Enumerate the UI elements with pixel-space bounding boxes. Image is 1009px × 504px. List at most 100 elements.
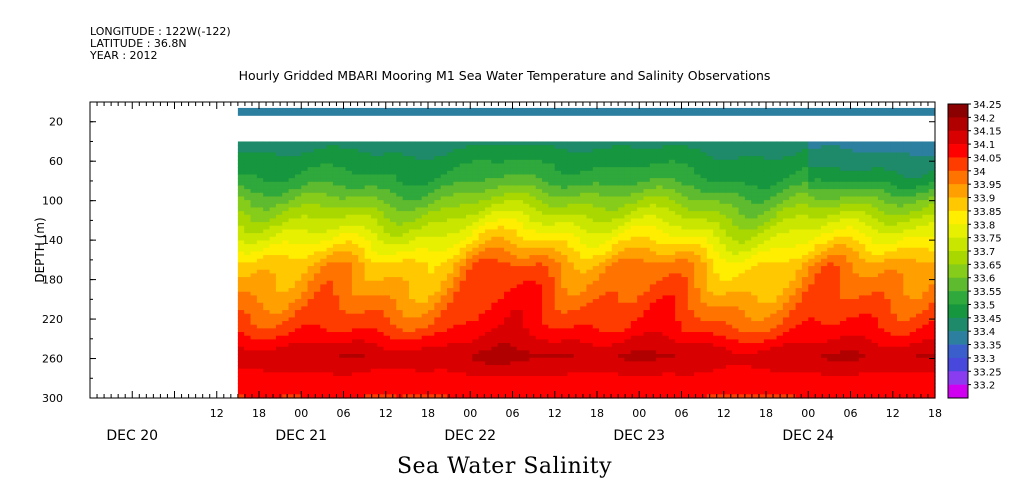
salinity-cell — [542, 277, 550, 282]
salinity-cell — [364, 178, 372, 183]
salinity-cell — [339, 229, 347, 234]
salinity-cell — [301, 240, 309, 245]
salinity-cell — [599, 350, 607, 355]
salinity-cell — [643, 244, 651, 249]
salinity-cell — [516, 346, 524, 351]
salinity-cell — [389, 321, 397, 326]
salinity-cell — [250, 214, 258, 220]
salinity-cell — [630, 181, 638, 187]
salinity-cell — [275, 145, 283, 150]
salinity-cell — [256, 167, 264, 172]
salinity-cell — [554, 145, 562, 150]
salinity-cell — [592, 372, 600, 377]
salinity-cell — [282, 174, 290, 179]
salinity-cell — [497, 159, 505, 165]
salinity-cell — [428, 178, 435, 183]
salinity-cell — [320, 317, 328, 322]
salinity-cell — [326, 339, 334, 344]
salinity-cell — [256, 354, 264, 359]
salinity-cell — [294, 332, 302, 337]
salinity-cell — [535, 185, 543, 190]
salinity-cell — [675, 167, 683, 172]
salinity-cell — [396, 192, 404, 198]
salinity-cell — [535, 170, 543, 176]
salinity-cell — [599, 365, 607, 370]
salinity-cell — [630, 390, 638, 395]
salinity-cell — [675, 233, 683, 238]
salinity-cell — [313, 262, 321, 267]
salinity-cell — [516, 306, 524, 311]
salinity-cell — [282, 383, 290, 388]
salinity-cell — [561, 251, 569, 256]
salinity-cell — [529, 163, 537, 168]
salinity-cell — [326, 141, 334, 146]
salinity-cell — [599, 394, 607, 399]
salinity-cell — [554, 273, 562, 278]
salinity-cell — [447, 350, 454, 355]
salinity-cell — [307, 339, 315, 344]
salinity-cell — [244, 141, 252, 146]
salinity-cell — [542, 335, 550, 340]
salinity-cell — [428, 346, 435, 351]
salinity-cell — [504, 163, 511, 168]
salinity-cell — [263, 225, 271, 231]
salinity-cell — [402, 196, 410, 201]
salinity-cell — [485, 299, 492, 304]
salinity-cell — [237, 357, 245, 362]
salinity-cell — [478, 269, 486, 274]
salinity-cell — [396, 225, 404, 231]
salinity-cell — [548, 372, 556, 377]
salinity-cell — [472, 394, 480, 399]
salinity-cell — [440, 244, 448, 249]
salinity-cell — [447, 288, 454, 293]
salinity-cell — [313, 332, 321, 337]
salinity-cell — [301, 390, 309, 395]
salinity-cell — [554, 269, 562, 274]
salinity-cell — [611, 273, 619, 278]
salinity-cell — [624, 310, 632, 315]
salinity-cell — [307, 185, 315, 190]
salinity-cell — [649, 313, 657, 318]
salinity-cell — [472, 284, 480, 289]
salinity-cell — [529, 280, 537, 285]
salinity-cell — [586, 200, 594, 205]
salinity-cell — [592, 332, 600, 337]
salinity-cell — [415, 357, 423, 362]
salinity-cell — [605, 277, 613, 282]
salinity-cell — [370, 346, 378, 351]
salinity-cell — [288, 244, 296, 249]
salinity-cell — [396, 203, 404, 209]
salinity-cell — [554, 181, 562, 187]
salinity-cell — [516, 291, 524, 296]
salinity-cell — [624, 299, 632, 304]
salinity-cell — [586, 390, 594, 395]
salinity-cell — [339, 280, 347, 285]
salinity-cell — [269, 181, 277, 187]
salinity-cell — [656, 192, 664, 198]
salinity-cell — [504, 148, 511, 154]
salinity-cell — [275, 240, 283, 245]
salinity-cell — [529, 365, 537, 370]
salinity-cell — [358, 306, 366, 311]
salinity-cell — [408, 310, 416, 315]
salinity-cell — [643, 339, 651, 344]
salinity-cell — [478, 170, 486, 176]
salinity-cell — [459, 251, 467, 256]
salinity-cell — [307, 394, 315, 399]
salinity-cell — [345, 372, 353, 377]
salinity-cell — [377, 203, 385, 209]
salinity-cell — [428, 258, 435, 263]
salinity-cell — [605, 324, 613, 329]
salinity-cell — [307, 346, 315, 351]
salinity-cell — [351, 247, 359, 252]
salinity-cell — [428, 141, 435, 146]
salinity-cell — [630, 229, 638, 234]
salinity-cell — [358, 229, 366, 234]
salinity-cell — [567, 240, 575, 245]
salinity-cell — [599, 357, 607, 362]
salinity-cell — [605, 178, 613, 183]
salinity-cell — [523, 324, 530, 329]
salinity-cell — [649, 178, 657, 183]
salinity-cell — [453, 361, 461, 366]
salinity-cell — [586, 306, 594, 311]
